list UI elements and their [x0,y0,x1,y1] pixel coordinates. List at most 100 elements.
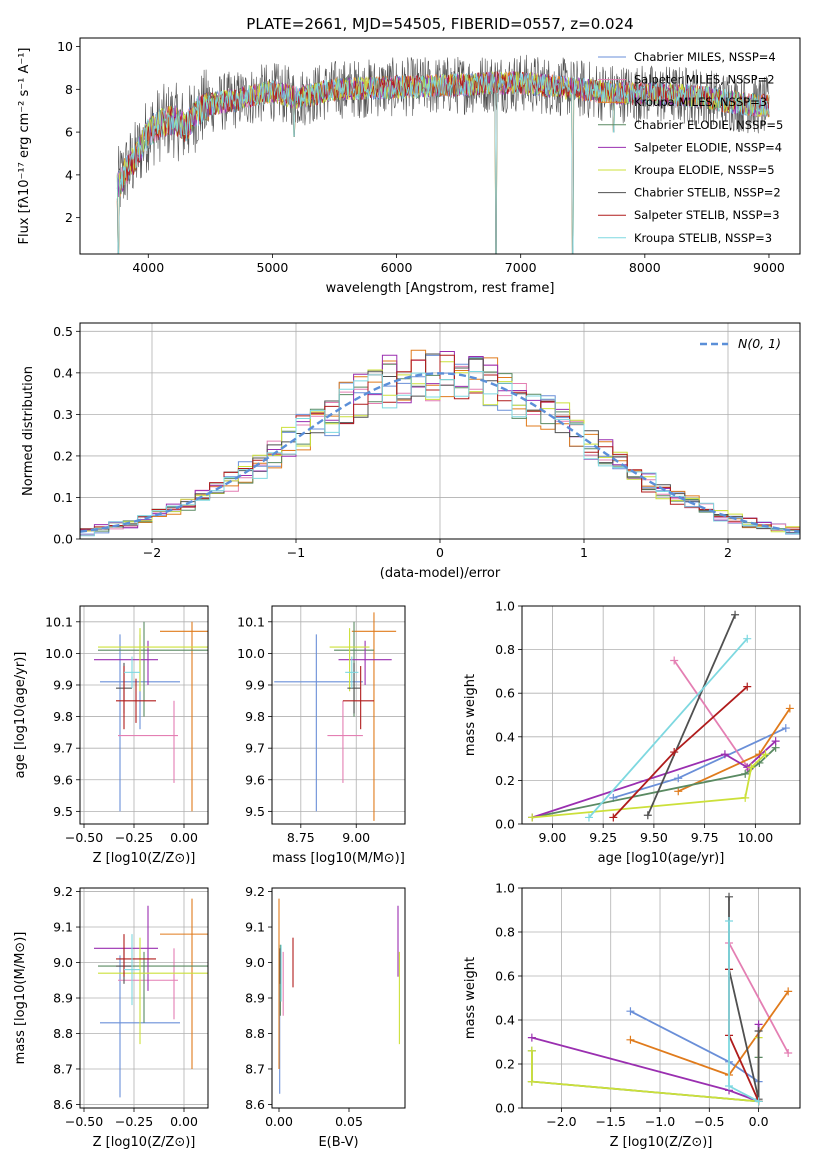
weight-line [673,659,751,771]
y-tick-label: 0.6 [495,686,515,701]
y-tick-label: 0.4 [495,729,515,744]
x-tick-label: −0.25 [115,830,153,845]
weight-line [531,747,777,819]
x-tick-label: −1.5 [596,1114,626,1129]
weight-marker [674,774,683,783]
mass-vs-ebv-panel: 0.00 0.05 8.6 8.7 8.8 8.9 9.0 9.1 9.2 E(B-V) [245,884,406,1150]
y-tick-label: 0.0 [53,532,73,547]
residuals-panel: −2 −1 0 1 2 0.0 0.1 0.2 0.3 0.4 0.5 (data-model)/er… [21,322,801,581]
y-tick-label: 0.4 [53,365,73,380]
y-axis-label: mass weight [463,674,478,756]
y-tick-label: 0.4 [495,1013,515,1028]
y-tick-label: 0.2 [53,448,73,463]
x-tick-label: 9.25 [589,830,617,845]
y-tick-label: 9.5 [245,804,265,819]
y-tick-label: 0.8 [495,925,515,940]
weight-marker [747,763,756,772]
x-axis-label: Z [log10(Z/Z⊙)] [93,851,196,866]
x-tick-label: 9.50 [640,830,668,845]
weight-marker [527,1077,536,1086]
axes-frame [521,887,801,1109]
legend-label: Kroupa STELIB, NSSP=3 [634,231,772,245]
axes-frame [79,887,209,1109]
weight-line [646,614,736,816]
y-tick-label: 8.6 [53,1097,73,1112]
x-axis-label: mass [log10(M/M⊙)] [272,851,405,866]
axes-frame [79,605,209,825]
weight-line [612,686,748,819]
y-tick-label: 6 [65,125,73,140]
weight-marker [741,769,750,778]
y-tick-label: 9.2 [53,884,73,899]
y-tick-label: 0.3 [53,407,73,422]
y-tick-label: 9.6 [53,772,73,787]
weight-line [531,1024,760,1103]
weight-marker [527,1033,536,1042]
y-tick-label: 8.8 [245,1026,265,1041]
weight-marker [725,892,734,901]
y-tick-label: 10.1 [45,614,73,629]
y-axis-label: mass weight [463,957,478,1039]
y-tick-label: 0.8 [495,642,515,657]
weight-line [728,942,789,1054]
y-tick-label: 0.0 [495,817,515,832]
mass-vs-metallicity-panel: −0.50 −0.25 0.00 8.6 8.7 8.8 8.9 9.0 9.1 9.2 Z [lo… [13,884,209,1150]
axes-frame [79,37,801,255]
x-tick-label: 9.75 [691,830,719,845]
plot-area [116,54,770,254]
x-axis-label: Z [log10(Z/Z⊙)] [93,1135,196,1150]
weight-marker [754,1027,763,1035]
weight-line [532,753,767,819]
x-tick-label: 5000 [257,260,289,275]
x-tick-label: −2.0 [546,1114,576,1129]
weight-marker [670,748,679,757]
y-axis-label: Flux [fλ10⁻¹⁷ erg cm⁻² s⁻¹ A⁻¹] [17,48,32,245]
y-tick-label: 8.7 [245,1061,265,1076]
weight-marker [743,634,752,643]
legend-label: Salpeter ELODIE, NSSP=4 [634,140,782,154]
y-tick-label: 0.6 [495,969,515,984]
x-tick-label: −1 [287,545,305,560]
weight-marker [761,750,770,759]
weight-line [531,740,777,819]
y-tick-label: 9.7 [53,741,73,756]
x-tick-label: −0.25 [115,1114,153,1129]
weight-line [531,1050,760,1103]
x-tick-label: −0.50 [65,1114,103,1129]
x-tick-label: 1 [580,545,588,560]
y-tick-label: 0.5 [53,324,73,339]
spectrum-line [116,71,770,254]
x-tick-label: −1.0 [645,1114,675,1129]
x-tick-label: 0.00 [265,1114,293,1129]
weight-line [588,638,748,819]
spectrum-panel: 4000 5000 6000 7000 8000 9000 2 4 6 8 10 wavelength… [17,37,801,296]
weight-marker [626,1035,635,1044]
y-tick-label: 0.0 [495,1101,515,1116]
y-tick-label: 9.8 [53,709,73,724]
y-tick-label: 9.6 [245,772,265,787]
x-tick-label: 2 [724,545,732,560]
weight-marker [771,737,780,746]
weight-marker [720,750,729,759]
weight-marker [784,1049,793,1057]
weight-vs-age-panel: 9.00 9.25 9.50 9.75 10.00 0.0 0.2 0.4 0.6 0.8 1.0 a… [463,599,801,866]
y-tick-label: 10.0 [237,646,265,661]
weight-marker [725,917,734,925]
legend-label: Kroupa ELODIE, NSSP=5 [634,163,775,177]
x-tick-label: 9.00 [342,830,370,845]
y-tick-label: 0.1 [53,490,73,505]
y-tick-label: 8.7 [53,1061,73,1076]
x-axis-label: E(B-V) [318,1135,358,1150]
weight-marker [528,813,537,822]
y-tick-label: 8.8 [53,1026,73,1041]
x-tick-label: 8000 [629,260,661,275]
y-tick-label: 2 [65,210,73,225]
x-tick-label: 4000 [132,260,164,275]
legend-label: Kroupa MILES, NSSP=3 [634,95,767,109]
legend-label: Chabrier MILES, NSSP=4 [634,50,776,64]
plot-area [94,898,208,1098]
legend-label: Salpeter MILES, NSSP=2 [634,73,775,87]
weight-line [728,921,760,1103]
x-tick-label: 10.00 [737,830,773,845]
